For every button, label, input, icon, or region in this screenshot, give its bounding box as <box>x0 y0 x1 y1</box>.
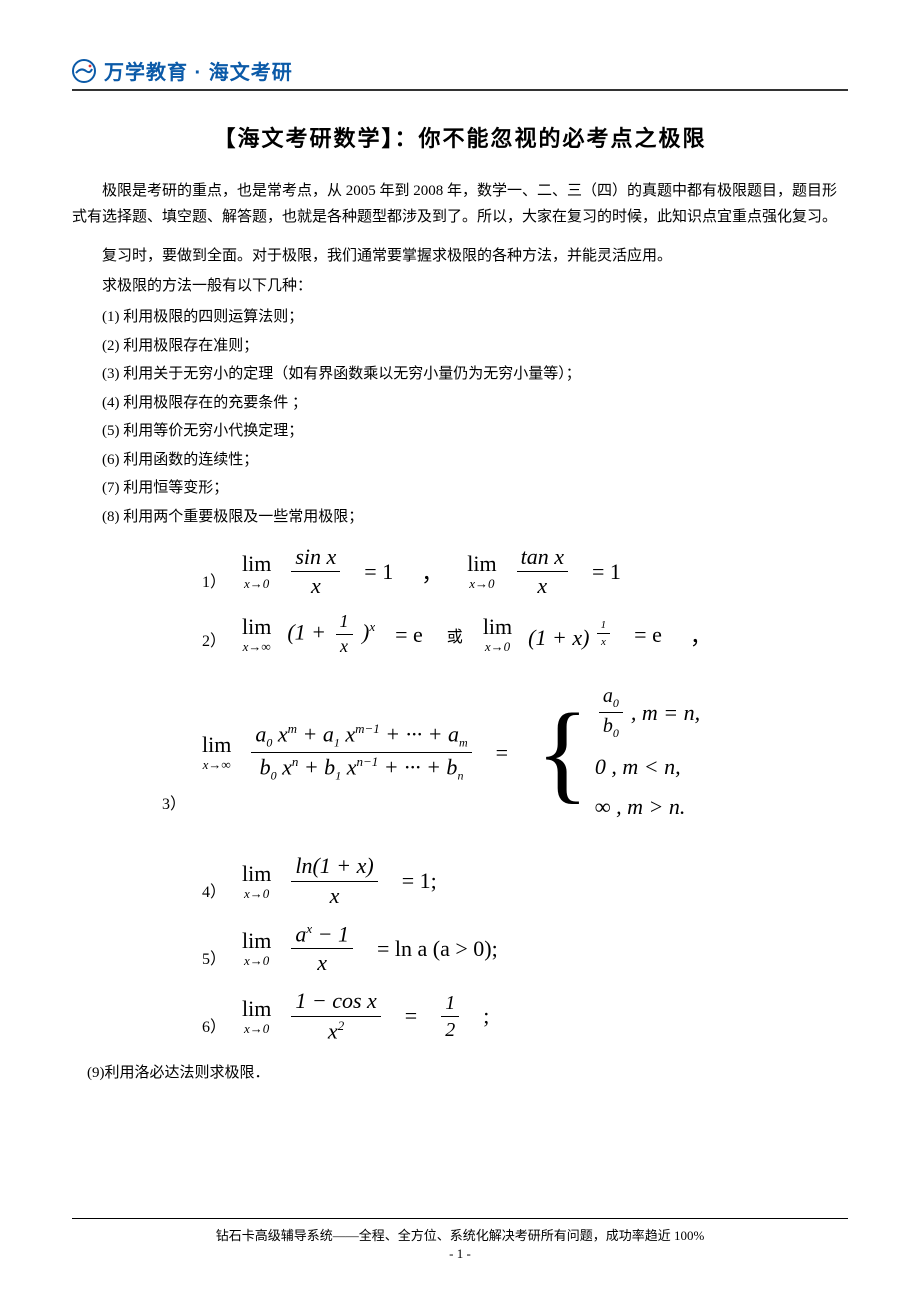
poly-denominator: b0 xn + b1 xn−1 + ··· + bn <box>256 753 468 783</box>
brand-text: 万学教育 · 海文考研 <box>104 56 293 85</box>
method-item: (5) 利用等价无穷小代换定理； <box>72 417 848 446</box>
lim-operator: lim x→0 <box>483 616 512 653</box>
poly-numerator: a0 xm + a1 xm−1 + ··· + am <box>251 722 471 752</box>
fraction: ln(1 + x) x <box>291 854 377 907</box>
case-line: 0 , m < n, <box>595 754 700 780</box>
document-page: 万学教育 · 海文考研 【海文考研数学】：你不能忽视的必考点之极限 极限是考研的… <box>0 0 920 1302</box>
lim-operator: lim x→∞ <box>202 734 231 771</box>
fraction: a0 xm + a1 xm−1 + ··· + am b0 xn + b1 xn… <box>251 722 471 783</box>
review-paragraph: 复习时，要做到全面。对于极限，我们通常要掌握求极限的各种方法，并能灵活应用。 <box>72 244 848 270</box>
lim-operator: lim x→0 <box>242 998 271 1035</box>
footer-divider <box>72 1218 848 1219</box>
method-item: (2) 利用极限存在准则； <box>72 332 848 361</box>
formula-label: 3） <box>152 790 186 820</box>
expr: (1 + x) 1 x <box>528 619 614 651</box>
case-line: a0 b0 , m = n, <box>595 685 700 740</box>
a-power-minus-1: ax − 1 <box>291 922 353 949</box>
formula-1: 1） lim x→0 sin x x = 1 ， lim x→0 tan x x… <box>192 545 848 598</box>
page-number: - 1 - <box>72 1246 848 1262</box>
lim-operator: lim x→0 <box>242 930 271 967</box>
formula-label: 2） <box>192 627 226 657</box>
methods-list: (1) 利用极限的四则运算法则； (2) 利用极限存在准则； (3) 利用关于无… <box>72 303 848 531</box>
method-9: (9)利用洛必达法则求极限． <box>72 1059 848 1088</box>
method-item: (1) 利用极限的四则运算法则； <box>72 303 848 332</box>
lim-operator: lim x→∞ <box>242 616 271 653</box>
formula-label: 4） <box>192 878 226 908</box>
fraction: 1 − cos x x2 <box>291 989 380 1043</box>
formula-4: 4） lim x→0 ln(1 + x) x = 1; <box>192 854 848 907</box>
intro-paragraph: 极限是考研的重点，也是常考点，从 2005 年到 2008 年，数学一、二、三（… <box>72 179 848 230</box>
lim-operator: lim x→0 <box>467 553 496 590</box>
lim-operator: lim x→0 <box>242 553 271 590</box>
x-squared: x2 <box>324 1017 348 1044</box>
method-item: (6) 利用函数的连续性； <box>72 446 848 475</box>
lim-operator: lim x→0 <box>242 863 271 900</box>
fraction: ax − 1 x <box>291 922 353 976</box>
case-line: ∞ , m > n. <box>595 794 700 820</box>
fraction: tan x x <box>517 545 568 598</box>
header-divider <box>72 89 848 91</box>
expr: (1 + 1 x )x <box>287 612 375 657</box>
brand-header: 万学教育 · 海文考研 <box>72 56 848 85</box>
fraction: sin x x <box>291 545 340 598</box>
formula-6: 6） lim x→0 1 − cos x x2 = 1 2 ; <box>192 989 848 1043</box>
method-item: (4) 利用极限存在的充要条件 ； <box>72 389 848 418</box>
page-title: 【海文考研数学】：你不能忽视的必考点之极限 <box>72 121 848 153</box>
formula-5: 5） lim x→0 ax − 1 x = ln a (a > 0); <box>192 922 848 976</box>
formula-label: 5） <box>192 945 226 975</box>
formula-3: 3） lim x→∞ a0 xm + a1 xm−1 + ··· + am b0… <box>152 685 848 820</box>
cases-block: { a0 b0 , m = n, 0 , m < n, ∞ , m > n. <box>536 685 700 820</box>
formulas-block: 1） lim x→0 sin x x = 1 ， lim x→0 tan x x… <box>72 545 848 1043</box>
method-item: (7) 利用恒等变形； <box>72 474 848 503</box>
formula-label: 1） <box>192 568 226 598</box>
brand-logo-icon <box>72 59 96 83</box>
method-item: (3) 利用关于无穷小的定理（如有界函数乘以无穷小量仍为无穷小量等）； <box>72 360 848 389</box>
methods-intro: 求极限的方法一般有以下几种： <box>72 274 848 300</box>
method-item: (8) 利用两个重要极限及一些常用极限； <box>72 503 848 532</box>
formula-2: 2） lim x→∞ (1 + 1 x )x = e 或 lim x→0 <box>192 612 848 657</box>
page-footer: 钻石卡高级辅导系统——全程、全方位、系统化解决考研所有问题，成功率趋近 100%… <box>72 1218 848 1262</box>
formula-label: 6） <box>192 1013 226 1043</box>
footer-text: 钻石卡高级辅导系统——全程、全方位、系统化解决考研所有问题，成功率趋近 100% <box>72 1225 848 1244</box>
